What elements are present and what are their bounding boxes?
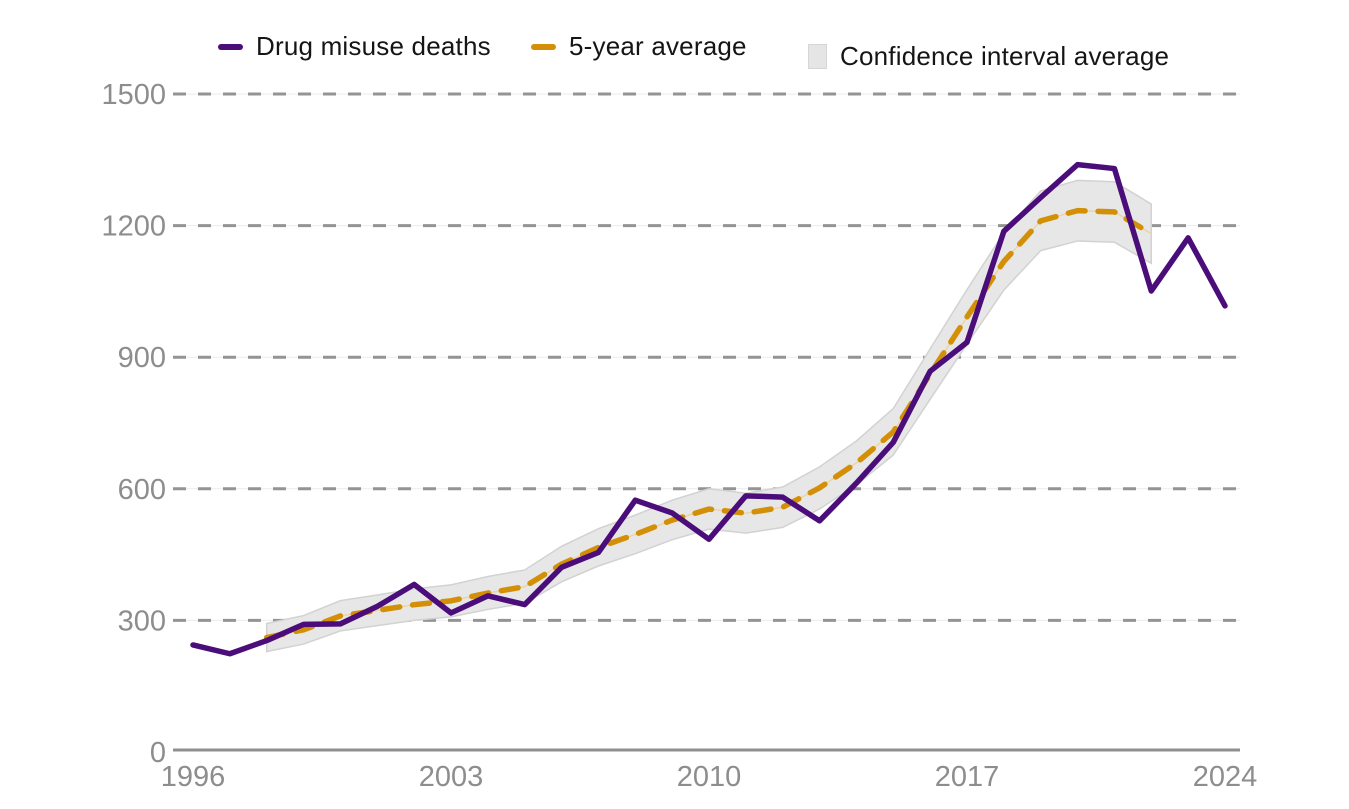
five-year-average-line xyxy=(263,207,1155,641)
x-tick-label: 2010 xyxy=(677,761,742,793)
legend-item-drug-misuse-deaths: Drug misuse deaths xyxy=(218,31,491,62)
x-tick-label: 1996 xyxy=(161,761,226,793)
y-tick-label: 1200 xyxy=(101,211,166,243)
confidence-interval-polygon xyxy=(265,179,1153,653)
confidence-band-swatch-icon xyxy=(808,44,827,69)
x-tick-label: 2024 xyxy=(1193,761,1258,793)
y-tick-label: 900 xyxy=(118,342,166,374)
legend-item-five-year-average: 5-year average xyxy=(531,31,747,62)
average-line-swatch-icon xyxy=(531,43,556,50)
x-axis-labels: 1996 2003 2010 2017 2024 xyxy=(161,761,1258,793)
average-dashed-line xyxy=(263,207,1155,641)
y-tick-label: 600 xyxy=(118,474,166,506)
y-axis-labels: 0 300 600 900 1200 1500 xyxy=(101,79,166,769)
x-tick-label: 2017 xyxy=(935,761,1000,793)
confidence-interval-band xyxy=(265,179,1153,653)
legend-label: Drug misuse deaths xyxy=(256,31,491,61)
deaths-line-swatch-icon xyxy=(218,43,243,50)
y-tick-label: 1500 xyxy=(101,79,166,111)
deaths-polyline xyxy=(190,161,1228,657)
gridlines xyxy=(173,92,1240,622)
legend-item-confidence-interval: Confidence interval average xyxy=(808,41,1169,72)
drug-misuse-deaths-line xyxy=(190,161,1228,657)
y-tick-label: 0 xyxy=(150,737,166,769)
legend-label: Confidence interval average xyxy=(840,41,1170,71)
legend-label: 5-year average xyxy=(569,31,747,61)
y-tick-label: 300 xyxy=(118,605,166,637)
x-tick-label: 2003 xyxy=(419,761,484,793)
